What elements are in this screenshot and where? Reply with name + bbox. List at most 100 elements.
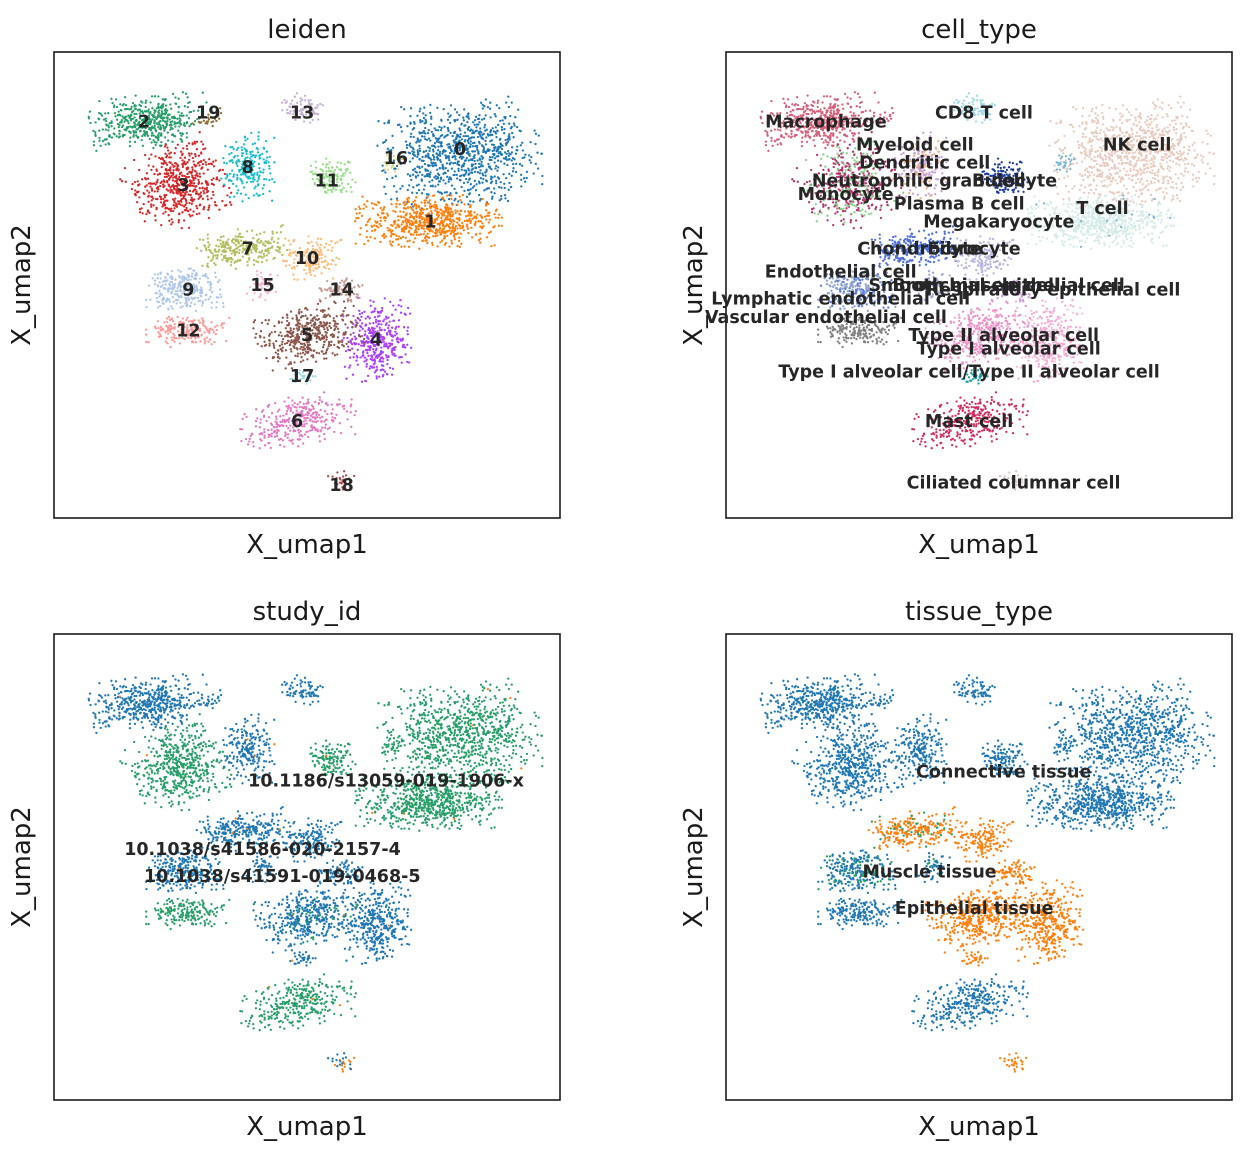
data-point <box>315 340 318 344</box>
data-point <box>484 114 487 117</box>
data-point <box>147 200 150 203</box>
data-point <box>164 206 167 209</box>
data-point <box>208 288 212 292</box>
data-point <box>345 169 348 172</box>
data-point <box>353 352 356 355</box>
data-point <box>455 111 459 114</box>
data-point <box>462 229 465 232</box>
data-point <box>440 144 443 148</box>
data-point <box>187 267 190 271</box>
data-point <box>443 232 447 235</box>
data-point <box>497 216 500 220</box>
data-point <box>362 350 365 353</box>
data-point <box>315 413 318 416</box>
data-point <box>373 224 376 227</box>
data-point <box>256 241 259 244</box>
data-point <box>257 177 260 181</box>
data-point <box>522 177 526 180</box>
data-point <box>301 396 304 399</box>
data-point <box>471 150 474 153</box>
data-point <box>420 178 423 181</box>
data-point <box>342 336 345 340</box>
data-point <box>247 196 250 200</box>
data-point <box>407 245 411 249</box>
data-point <box>171 163 174 166</box>
data-point <box>453 232 456 236</box>
data-point <box>336 240 339 244</box>
data-point <box>173 152 176 155</box>
data-point <box>487 134 490 137</box>
data-point <box>520 185 523 188</box>
data-point <box>499 150 502 154</box>
data-point <box>282 244 285 247</box>
data-point <box>382 340 385 343</box>
data-point <box>482 225 485 228</box>
data-point <box>319 408 322 412</box>
data-point <box>287 253 290 257</box>
data-point <box>177 168 180 171</box>
data-point <box>289 335 292 339</box>
data-point <box>314 112 317 115</box>
scatter-points <box>87 91 544 491</box>
data-point <box>364 333 367 336</box>
data-point <box>114 115 117 118</box>
data-point <box>191 166 194 169</box>
data-point <box>383 216 387 220</box>
data-point <box>149 121 153 124</box>
data-point <box>239 192 243 195</box>
data-point <box>293 278 296 281</box>
data-point <box>185 136 189 139</box>
data-point <box>327 307 330 310</box>
data-point <box>225 241 228 245</box>
data-point <box>323 357 326 360</box>
data-point <box>169 209 173 213</box>
data-point <box>427 129 430 132</box>
data-point <box>119 103 122 106</box>
data-point <box>449 192 452 195</box>
data-point <box>157 106 160 109</box>
data-point <box>416 149 419 152</box>
data-point <box>320 350 323 353</box>
data-point <box>183 156 187 159</box>
data-point <box>104 138 107 141</box>
data-point <box>243 135 247 138</box>
data-point <box>158 172 162 176</box>
data-point <box>162 302 165 305</box>
data-point <box>226 194 229 197</box>
data-point <box>316 314 319 317</box>
data-point <box>192 269 195 272</box>
data-point <box>265 356 268 360</box>
data-point <box>518 129 521 132</box>
data-point <box>200 159 203 163</box>
data-point <box>132 133 135 137</box>
data-point <box>228 172 232 176</box>
data-point <box>363 356 367 359</box>
data-point <box>305 272 308 275</box>
data-point <box>456 163 459 166</box>
data-point <box>487 221 491 224</box>
data-point <box>130 187 134 191</box>
data-point <box>99 144 102 148</box>
data-point <box>171 198 175 201</box>
data-point <box>234 235 237 238</box>
data-point <box>411 208 415 212</box>
data-point <box>252 327 255 330</box>
data-point <box>175 202 178 206</box>
data-point <box>450 239 453 242</box>
data-point <box>330 340 333 343</box>
data-point <box>203 244 206 247</box>
data-point <box>269 446 272 450</box>
data-point <box>411 157 414 160</box>
data-point <box>432 155 436 159</box>
data-point <box>354 319 357 322</box>
data-point <box>326 328 329 332</box>
data-point <box>311 416 314 419</box>
data-point <box>169 156 172 159</box>
data-point <box>248 437 251 440</box>
data-point <box>434 209 437 212</box>
data-point <box>468 129 472 132</box>
data-point <box>323 437 326 441</box>
data-point <box>166 288 169 291</box>
data-point <box>482 137 485 141</box>
data-point <box>364 324 367 327</box>
